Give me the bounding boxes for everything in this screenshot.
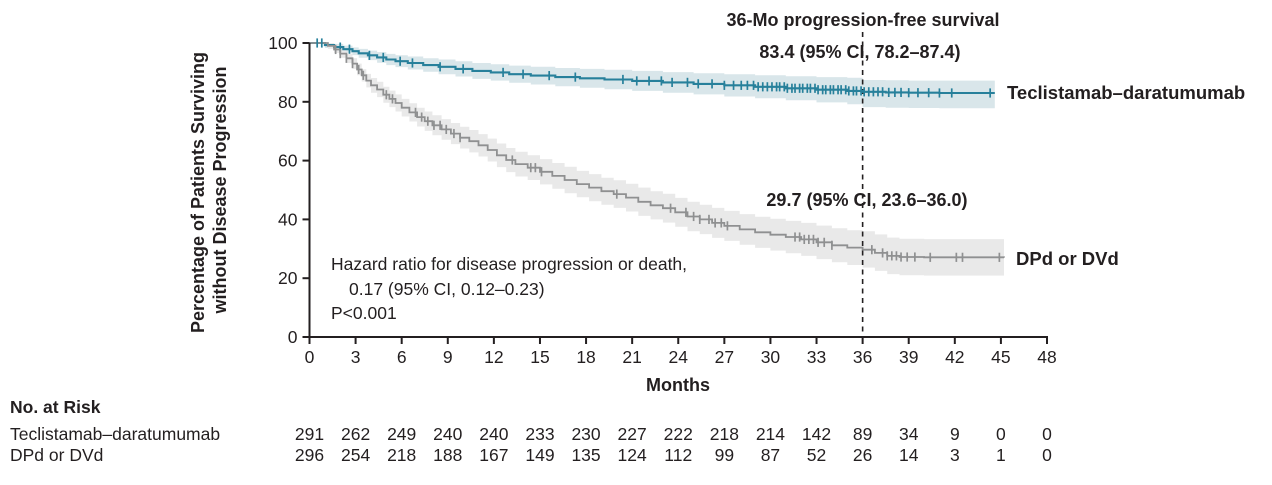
- risk-count: 167: [479, 445, 508, 465]
- risk-count: 149: [525, 445, 554, 465]
- risk-numbers: 291 262 249 240 240 233 230 227 222 218 214 142 89 34…: [295, 424, 1052, 465]
- dpd-dvd-curve: [309, 42, 1005, 259]
- x-tick-label: 15: [530, 347, 549, 367]
- censor-marks: [316, 38, 1001, 262]
- y-tick-label: 60: [278, 151, 298, 171]
- x-tick-label: 27: [715, 347, 734, 367]
- risk-count: 0: [996, 424, 1006, 444]
- risk-count: 0: [1042, 445, 1052, 465]
- risk-count: 87: [761, 445, 780, 465]
- x-tick-label: 36: [853, 347, 872, 367]
- risk-count: 34: [899, 424, 919, 444]
- x-tick-label: 30: [761, 347, 781, 367]
- hazard-ratio-line3: P<0.001: [331, 303, 397, 323]
- risk-count: 262: [341, 424, 370, 444]
- x-tick-label: 42: [945, 347, 964, 367]
- risk-count: 218: [710, 424, 739, 444]
- ci-bands: [309, 43, 1004, 276]
- risk-count: 124: [618, 445, 647, 465]
- y-tick-label: 0: [288, 327, 298, 347]
- no-at-risk-header: No. at Risk: [10, 397, 101, 417]
- y-tick-label: 40: [278, 209, 298, 229]
- risk-count: 249: [387, 424, 416, 444]
- y-tick-label: 80: [278, 92, 298, 112]
- series-label-teclistamab: Teclistamab–daratumumab: [1007, 82, 1245, 103]
- x-tick-label: 48: [1037, 347, 1056, 367]
- risk-count: 227: [618, 424, 647, 444]
- risk-count: 291: [295, 424, 324, 444]
- survival-curves: [309, 41, 1005, 259]
- risk-row-label-teclistamab: Teclistamab–daratumumab: [10, 424, 220, 444]
- risk-count: 3: [950, 445, 960, 465]
- y-tick-label: 100: [268, 33, 297, 53]
- x-tick-label: 3: [351, 347, 361, 367]
- risk-count: 214: [756, 424, 785, 444]
- risk-count: 1: [996, 445, 1006, 465]
- risk-count: 9: [950, 424, 960, 444]
- y-tick-label: 20: [278, 268, 298, 288]
- risk-count: 296: [295, 445, 324, 465]
- y-axis-title: Percentage of Patients Surviving without…: [188, 47, 230, 333]
- risk-count: 135: [571, 445, 600, 465]
- risk-count: 52: [807, 445, 826, 465]
- x-tick-label: 0: [305, 347, 315, 367]
- risk-count: 89: [853, 424, 872, 444]
- x-tick-label: 21: [622, 347, 641, 367]
- hazard-ratio-line2: 0.17 (95% CI, 0.12–0.23): [349, 279, 545, 299]
- annotation-36mo-title: 36-Mo progression-free survival: [726, 10, 999, 30]
- risk-count: 26: [853, 445, 872, 465]
- x-tick-label: 6: [397, 347, 407, 367]
- risk-count: 240: [433, 424, 462, 444]
- risk-count: 222: [664, 424, 693, 444]
- x-tick-label: 39: [899, 347, 918, 367]
- risk-count: 142: [802, 424, 831, 444]
- risk-row-label-dpd-dvd: DPd or DVd: [10, 445, 103, 465]
- x-tick-label: 18: [576, 347, 595, 367]
- teclistamab-curve: [309, 41, 995, 95]
- series-label-dpd-dvd: DPd or DVd: [1016, 248, 1119, 269]
- x-tick-label: 24: [669, 347, 689, 367]
- risk-count: 218: [387, 445, 416, 465]
- risk-count: 14: [899, 445, 919, 465]
- risk-count: 99: [715, 445, 734, 465]
- risk-count: 230: [571, 424, 600, 444]
- annotation-gray-ci: 29.7 (95% CI, 23.6–36.0): [766, 190, 967, 210]
- axis-ticks: 0 3 6 9 12 15 18 21 24 27 30 33 36 39 42 45 480204060801…: [268, 33, 1056, 367]
- annotation-teal-ci: 83.4 (95% CI, 78.2–87.4): [759, 42, 960, 62]
- risk-count: 112: [664, 445, 692, 465]
- x-tick-label: 45: [991, 347, 1010, 367]
- dpd-dvd-ci-band: [309, 43, 1004, 276]
- risk-count: 233: [525, 424, 554, 444]
- x-axis-title: Months: [646, 375, 710, 395]
- x-tick-label: 12: [484, 347, 503, 367]
- x-tick-label: 9: [443, 347, 453, 367]
- x-tick-label: 33: [807, 347, 826, 367]
- hazard-ratio-line1: Hazard ratio for disease progression or …: [331, 254, 687, 274]
- risk-count: 240: [479, 424, 508, 444]
- risk-count: 188: [433, 445, 462, 465]
- risk-count: 0: [1042, 424, 1052, 444]
- risk-count: 254: [341, 445, 370, 465]
